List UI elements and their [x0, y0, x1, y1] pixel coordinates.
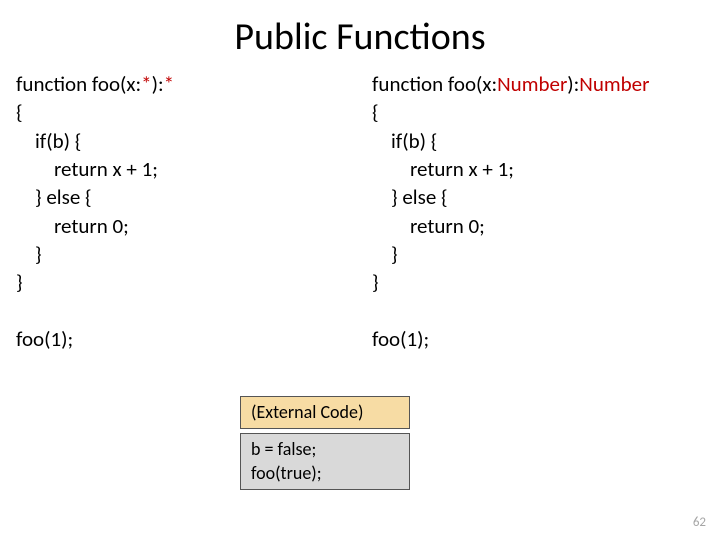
left-line-1: {: [16, 99, 23, 125]
left-line-4: } else {: [16, 184, 92, 210]
left-line-3: return x + 1;: [16, 156, 158, 182]
left-sig-mid: ):: [152, 71, 164, 97]
right-type-1: Number: [497, 71, 567, 97]
left-line-7: }: [16, 269, 23, 295]
page-number: 62: [693, 515, 706, 530]
left-sig-pre: function foo(x:: [16, 71, 141, 97]
right-line-2: if(b) {: [372, 128, 437, 154]
external-code-body: b = false; foo(true);: [240, 433, 410, 490]
right-line-1: {: [372, 99, 379, 125]
right-line-5: return 0;: [372, 213, 485, 239]
external-code-group: (External Code) b = false; foo(true);: [240, 396, 410, 490]
content-area: function foo(x:*):* { if(b) { return x +…: [0, 70, 720, 353]
right-line-4: } else {: [372, 184, 448, 210]
right-type-2: Number: [579, 71, 649, 97]
right-line-6: }: [372, 241, 398, 267]
slide-title: Public Functions: [0, 0, 720, 70]
left-type-1: *: [141, 71, 151, 97]
right-call: foo(1);: [372, 326, 429, 352]
right-line-3: return x + 1;: [372, 156, 514, 182]
left-type-2: *: [164, 71, 174, 97]
external-code-label: (External Code): [240, 396, 410, 429]
right-sig-pre: function foo(x:: [372, 71, 497, 97]
left-line-2: if(b) {: [16, 128, 81, 154]
right-code-column: function foo(x:Number):Number { if(b) { …: [348, 70, 704, 353]
right-sig-mid: ):: [567, 71, 579, 97]
right-line-7: }: [372, 269, 379, 295]
left-line-6: }: [16, 241, 42, 267]
left-line-5: return 0;: [16, 213, 129, 239]
left-call: foo(1);: [16, 326, 73, 352]
left-code-column: function foo(x:*):* { if(b) { return x +…: [16, 70, 348, 353]
